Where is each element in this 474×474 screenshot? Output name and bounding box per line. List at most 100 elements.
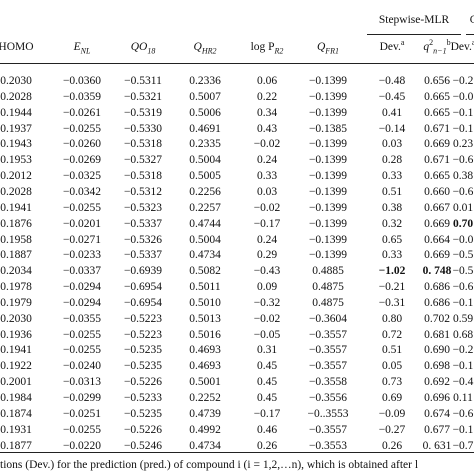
table-cell: −0.31 [378, 296, 406, 309]
table-cell: −0.5318 [123, 170, 163, 183]
table-cell: −0.5327 [123, 154, 163, 167]
table-cell: 0.2028 [0, 185, 32, 198]
table-cell: 0.26 [381, 439, 403, 452]
column-header: q2n−1b [423, 38, 450, 56]
column-header: QO18 [130, 40, 156, 55]
table-cell: 0.4992 [189, 423, 221, 436]
table-cell: −0.1399 [308, 90, 348, 103]
table-cell: −0.1399 [308, 154, 348, 167]
table-cell: 0.4875 [312, 281, 344, 294]
table-cell: 0.2256 [189, 185, 221, 198]
table-cell: 0.1958 [0, 233, 32, 246]
table-cell: −0.5226 [123, 376, 163, 389]
table-cell: −0.43 [253, 265, 281, 278]
table-cell: 0.38 [452, 170, 474, 183]
table-cell: 0.32 [381, 217, 403, 230]
table-cell: 0.1931 [0, 423, 32, 436]
table-cell: −0.27 [378, 423, 406, 436]
table-cell: −0.0355 [62, 312, 102, 325]
table-cell: −0.0 [452, 90, 474, 103]
header-part: n−1 [433, 46, 447, 56]
table-cell: −0.1 [452, 423, 474, 436]
header-part: Dev. [450, 41, 472, 53]
table-cell: −0.0299 [62, 392, 102, 404]
table-cell: 0.4885 [312, 265, 344, 278]
table-cell: 0.1941 [0, 201, 32, 214]
table-cell: 0.33 [381, 170, 403, 183]
table-cell: 0.2001 [0, 376, 32, 389]
table-cell: 0.5004 [189, 233, 221, 246]
table-cell: −0.0255 [62, 201, 102, 214]
table-cell: 0.43 [256, 122, 278, 135]
table-cell: −0.0233 [62, 249, 102, 262]
table-cell: 0.1944 [0, 106, 32, 119]
table-cell: 0.45 [256, 360, 278, 373]
rule [367, 34, 461, 35]
table-cell: −0.09 [378, 407, 406, 420]
table-cell: 0.38 [381, 201, 403, 214]
table-cell: 0.681 [424, 328, 450, 341]
table-cell: 0.03 [256, 185, 278, 198]
table-cell: 0.2030 [0, 75, 32, 87]
table-cell: −0.6954 [123, 281, 163, 294]
table-cell: −0.0325 [62, 170, 102, 183]
table-cell: 0. 631 [422, 439, 452, 452]
table-cell: −0.5233 [123, 392, 163, 404]
header-part: HR2 [201, 46, 217, 56]
group-header: GA [469, 14, 474, 26]
table-cell: 0.51 [381, 344, 403, 357]
table-cell: −0.1 [452, 106, 474, 119]
header-part: Q [193, 41, 202, 53]
table-cell: 0.45 [256, 392, 278, 404]
table-cell: 0.667 [424, 201, 450, 214]
table-cell: −0.0255 [62, 122, 102, 135]
header-part: QO [130, 41, 148, 53]
rule [0, 452, 474, 453]
table-cell: 0.51 [381, 185, 403, 198]
table-cell: −0.0255 [62, 423, 102, 436]
table-cell: −0.0260 [62, 138, 102, 151]
table-cell: 0.677 [424, 423, 450, 436]
table-cell: −0.5246 [123, 439, 163, 452]
table-cell: 0.03 [381, 138, 403, 151]
table-cell: −0.5223 [123, 312, 163, 325]
table-cell: −0.5235 [123, 360, 163, 373]
table-cell: 0.4734 [189, 249, 221, 262]
table-cell: 0. 748 [422, 265, 452, 278]
table-cell: 0.31 [256, 344, 278, 357]
table-cell: −0.5 [452, 265, 474, 278]
table-cell: −0.14 [378, 122, 406, 135]
table-cell: −0.7 [452, 439, 474, 452]
table-cell: −0.6939 [123, 265, 163, 278]
table-cell: 0.46 [256, 423, 278, 436]
table-cell: 0.2252 [189, 392, 221, 404]
table-cell: 0.702 [424, 312, 450, 325]
header-part: Dev. [379, 41, 401, 53]
table-cell: −0.1399 [308, 106, 348, 119]
table-cell: 0.05 [381, 360, 403, 373]
header-part: 2 [429, 38, 434, 48]
table-cell: −0.32 [253, 296, 281, 309]
header-part: Q [316, 41, 326, 53]
table-cell: −0.1399 [308, 170, 348, 183]
table-cell: 0.29 [256, 249, 278, 262]
table-cell: −0.1399 [308, 201, 348, 214]
table-cell: −0.21 [378, 281, 406, 294]
table-cell: 0.1877 [0, 439, 32, 452]
table-cell: −0.1399 [308, 185, 348, 198]
header-part: HOMO [0, 41, 34, 53]
table-cell: −0.0359 [62, 90, 102, 103]
table-cell: 0.28 [381, 154, 403, 167]
table-cell: 0.1984 [0, 392, 32, 404]
table-cell: 0.5001 [189, 376, 221, 389]
table-cell: −0.02 [253, 201, 281, 214]
table-cell: 0.696 [424, 392, 450, 404]
table-cell: 0.33 [256, 170, 278, 183]
table-cell: 0.24 [256, 233, 278, 246]
table-cell: 0.2335 [189, 138, 221, 151]
table-cell: −0.2 [452, 75, 474, 87]
table-cell: −0.0337 [62, 265, 102, 278]
table-cell: 0.23 [452, 138, 474, 151]
table-cell: −0.0269 [62, 154, 102, 167]
